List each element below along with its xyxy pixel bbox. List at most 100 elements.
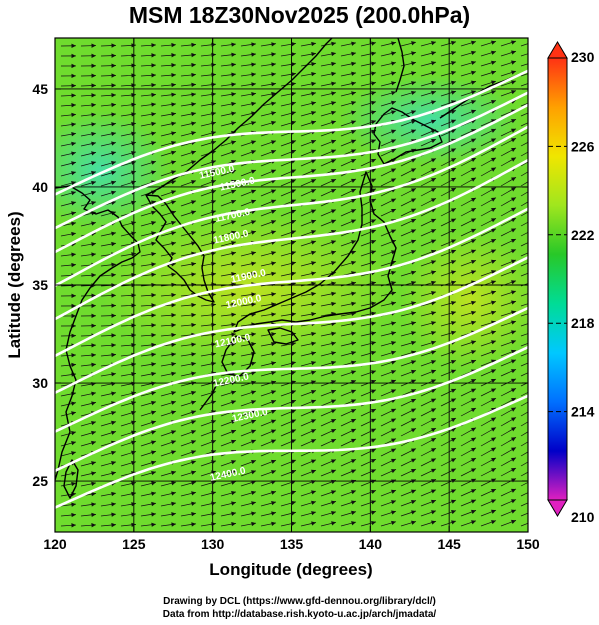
wind-vector-head [311,331,316,337]
wind-vector-head [191,111,196,117]
wind-vector-head [371,510,376,515]
wind-vector-head [191,491,196,496]
wind-vector-head [331,291,336,297]
wind-vector-head [311,159,316,164]
wind-vector-head [291,302,296,307]
wind-vector-head [91,461,96,466]
wind-vector-head [511,238,516,243]
wind-vector-head [151,200,156,205]
wind-vector-head [431,249,436,254]
wind-vector-head [191,440,196,445]
wind-vector-head [251,439,256,444]
wind-vector-head [211,439,216,445]
wind-vector-head [491,99,496,105]
wind-vector-head [171,180,176,185]
wind-vector-head [211,352,216,357]
wind-vector-head [391,208,396,213]
wind-vector-head [191,272,196,277]
wind-vector-head [291,521,296,526]
wind-vector-head [391,168,396,173]
wind-vector-head [111,131,116,137]
wind-vector-head [431,51,436,56]
wind-vector-head [471,320,476,325]
wind-vector-head [451,70,456,76]
wind-vector-head [91,252,96,257]
wind-vector-head [431,198,436,203]
wind-vector-head [431,340,436,345]
wind-vector-head [211,140,216,145]
wind-vector-head [251,429,256,434]
wind-vector-head [111,180,116,185]
wind-vector-head [511,207,516,212]
wind-vector-head [91,151,96,156]
wind-vector-head [131,430,136,435]
wind-vector-head [71,201,76,206]
wind-vector-head [431,448,436,453]
wind-vector-head [511,280,516,285]
wind-vector-head [131,102,136,107]
wind-vector-head [311,52,316,57]
wind-vector-head [331,219,336,224]
wind-vector-head [271,312,276,317]
wind-vector-head [471,468,476,473]
wind-vector-head [411,321,416,326]
wind-vector-head [211,190,216,195]
wind-vector-head [191,52,196,58]
wind-vector-head [451,218,456,223]
wind-vector-head [131,83,136,88]
wind-vector-head [431,398,436,403]
wind-vector-head [231,140,236,145]
wind-vector-head [71,313,76,319]
wind-vector-head [331,341,336,346]
wind-vector-head [491,388,496,393]
wind-vector-head [291,439,296,444]
wind-vector-head [171,72,176,78]
wind-vector-head [111,522,116,528]
wind-vector-head [531,157,536,161]
wind-vector-head [251,490,256,496]
wind-vector-head [511,147,516,152]
wind-vector-head [71,293,76,298]
wind-vector-head [211,251,216,256]
wind-vector [520,313,528,317]
wind-vector-head [391,178,396,183]
wind-vector-head [131,63,136,68]
wind-vector-head [71,431,76,436]
wind-vector-head [411,219,416,224]
wind-vector-head [531,167,536,171]
wind-vector-head [191,420,196,425]
wind-vector-head [311,261,316,266]
wind-vector-head [471,300,476,306]
wind-vector-head [171,200,176,205]
wind-vector-head [171,102,176,107]
wind-vector-head [211,72,216,78]
wind-vector-head [231,470,236,475]
wind-vector-head [171,322,176,328]
wind-vector-head [231,302,236,307]
wind-vector-head [411,448,416,453]
wind-vector-head [251,292,256,297]
wind-vector-head [191,131,196,136]
coastline-honshu [233,171,397,333]
wind-vector-head [351,428,356,433]
wind-vector-head [351,469,356,474]
wind-vector-head [391,331,396,336]
wind-vector-head [451,90,456,95]
wind-vector-head [231,521,236,527]
wind-vector-head [171,231,176,236]
wind-vector-head [231,390,236,395]
wind-vector-head [211,200,216,205]
wind-vector-head [451,388,456,393]
wind-vector-head [71,471,76,476]
wind-vector-head [311,240,316,245]
wind-vector-head [411,311,416,316]
wind-vector-head [331,91,336,96]
wind-vector-head [231,189,236,194]
wind-vector-head [91,343,96,348]
wind-vector-head [231,292,236,297]
wind-vector-head [351,500,356,505]
wind-vector-head [331,250,336,255]
wind-vector-head [471,148,476,153]
wind-vector-head [531,119,536,123]
